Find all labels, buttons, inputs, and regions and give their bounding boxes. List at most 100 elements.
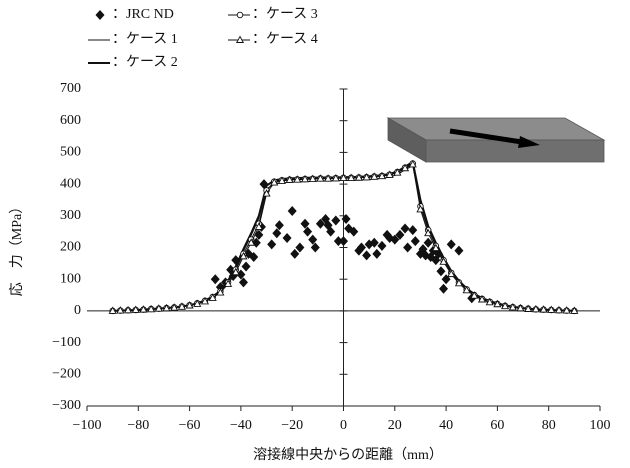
data-point bbox=[270, 178, 279, 186]
data-point bbox=[362, 250, 372, 261]
data-point bbox=[423, 237, 433, 248]
data-point bbox=[131, 305, 140, 313]
y-tick-label: 100 bbox=[60, 271, 81, 286]
x-tick-label: −100 bbox=[73, 418, 102, 433]
data-point bbox=[247, 238, 256, 246]
data-point bbox=[116, 306, 125, 314]
y-tick-label: 400 bbox=[60, 176, 81, 191]
data-point bbox=[216, 288, 225, 296]
y-tick-label: −300 bbox=[52, 398, 81, 413]
data-point bbox=[539, 305, 548, 313]
data-point bbox=[162, 303, 171, 312]
data-point bbox=[400, 223, 410, 234]
x-tick-label: 60 bbox=[490, 418, 504, 433]
data-point bbox=[485, 297, 494, 306]
data-point bbox=[454, 278, 463, 287]
data-point bbox=[446, 239, 456, 250]
data-point bbox=[369, 237, 379, 248]
data-point bbox=[570, 306, 579, 314]
data-point bbox=[431, 243, 440, 252]
legend-marker bbox=[235, 35, 245, 43]
data-point bbox=[372, 248, 382, 259]
data-point bbox=[470, 291, 479, 299]
legend-label: ：ケース 1 bbox=[112, 31, 178, 47]
data-point bbox=[390, 234, 400, 245]
data-point bbox=[251, 237, 261, 248]
data-point bbox=[516, 303, 525, 312]
x-tick-label: 0 bbox=[340, 418, 347, 433]
data-point bbox=[316, 174, 325, 182]
data-point bbox=[362, 173, 371, 181]
data-point bbox=[439, 257, 448, 265]
data-point bbox=[185, 301, 194, 309]
data-point bbox=[293, 175, 302, 183]
data-point bbox=[303, 226, 313, 237]
x-tick-label: 80 bbox=[542, 418, 556, 433]
y-tick-label: 700 bbox=[60, 81, 81, 96]
data-point bbox=[249, 252, 259, 263]
data-point bbox=[408, 160, 417, 168]
legend-label: ：ケース 3 bbox=[252, 6, 318, 22]
legend-item: ：ケース 2 bbox=[88, 54, 178, 70]
data-point bbox=[408, 225, 418, 236]
data-point bbox=[224, 279, 233, 287]
data-point bbox=[285, 175, 294, 183]
data-point bbox=[287, 206, 297, 217]
x-tick-label: −40 bbox=[230, 418, 252, 433]
data-point bbox=[341, 213, 351, 224]
data-point bbox=[424, 228, 433, 237]
data-point bbox=[272, 228, 282, 239]
data-point bbox=[236, 269, 246, 280]
data-point bbox=[349, 226, 359, 237]
data-point bbox=[554, 305, 564, 314]
data-point bbox=[200, 296, 210, 305]
data-point bbox=[231, 267, 240, 276]
inset-plate bbox=[386, 117, 606, 163]
data-point bbox=[462, 285, 471, 294]
data-point bbox=[267, 239, 277, 250]
legend-marker bbox=[236, 11, 244, 19]
data-point bbox=[547, 305, 556, 313]
data-point bbox=[326, 226, 336, 237]
legend-item: ：ケース 3 bbox=[228, 6, 318, 22]
data-point bbox=[274, 220, 284, 231]
x-tick-label: −20 bbox=[281, 418, 303, 433]
data-point bbox=[403, 242, 413, 253]
data-point bbox=[282, 232, 292, 243]
x-tick-label: 20 bbox=[388, 418, 402, 433]
data-point bbox=[436, 266, 446, 277]
x-axis-label: 溶接線中央からの距離（mm） bbox=[253, 446, 443, 463]
data-point bbox=[208, 293, 217, 301]
y-tick-label: −200 bbox=[52, 367, 81, 382]
data-point bbox=[333, 236, 343, 247]
x-tick-label: −60 bbox=[179, 418, 201, 433]
data-point bbox=[290, 248, 300, 259]
x-tick-label: 100 bbox=[590, 418, 611, 433]
data-point bbox=[310, 242, 320, 253]
data-point bbox=[508, 302, 517, 311]
y-tick-label: 0 bbox=[74, 303, 81, 318]
data-point bbox=[416, 205, 425, 213]
data-point bbox=[139, 305, 148, 313]
data-point bbox=[108, 306, 117, 314]
legend-item: ：ケース 4 bbox=[228, 31, 318, 47]
data-point bbox=[254, 222, 263, 230]
data-point bbox=[123, 305, 133, 314]
data-point bbox=[177, 302, 186, 310]
data-point bbox=[331, 173, 340, 182]
data-point bbox=[400, 163, 410, 172]
legend-label: ：ケース 2 bbox=[112, 54, 178, 70]
x-tick-label: 40 bbox=[439, 418, 453, 433]
data-point bbox=[324, 174, 333, 182]
data-point bbox=[300, 218, 310, 229]
y-tick-label: 300 bbox=[60, 208, 81, 223]
data-point bbox=[308, 174, 317, 182]
y-tick-label: 600 bbox=[60, 113, 81, 128]
data-point bbox=[393, 168, 402, 176]
data-point bbox=[447, 269, 456, 278]
data-point bbox=[300, 174, 310, 183]
data-point bbox=[354, 173, 363, 181]
data-point bbox=[439, 283, 449, 294]
data-point bbox=[377, 171, 387, 180]
legend-label: ：JRC ND bbox=[112, 7, 174, 22]
